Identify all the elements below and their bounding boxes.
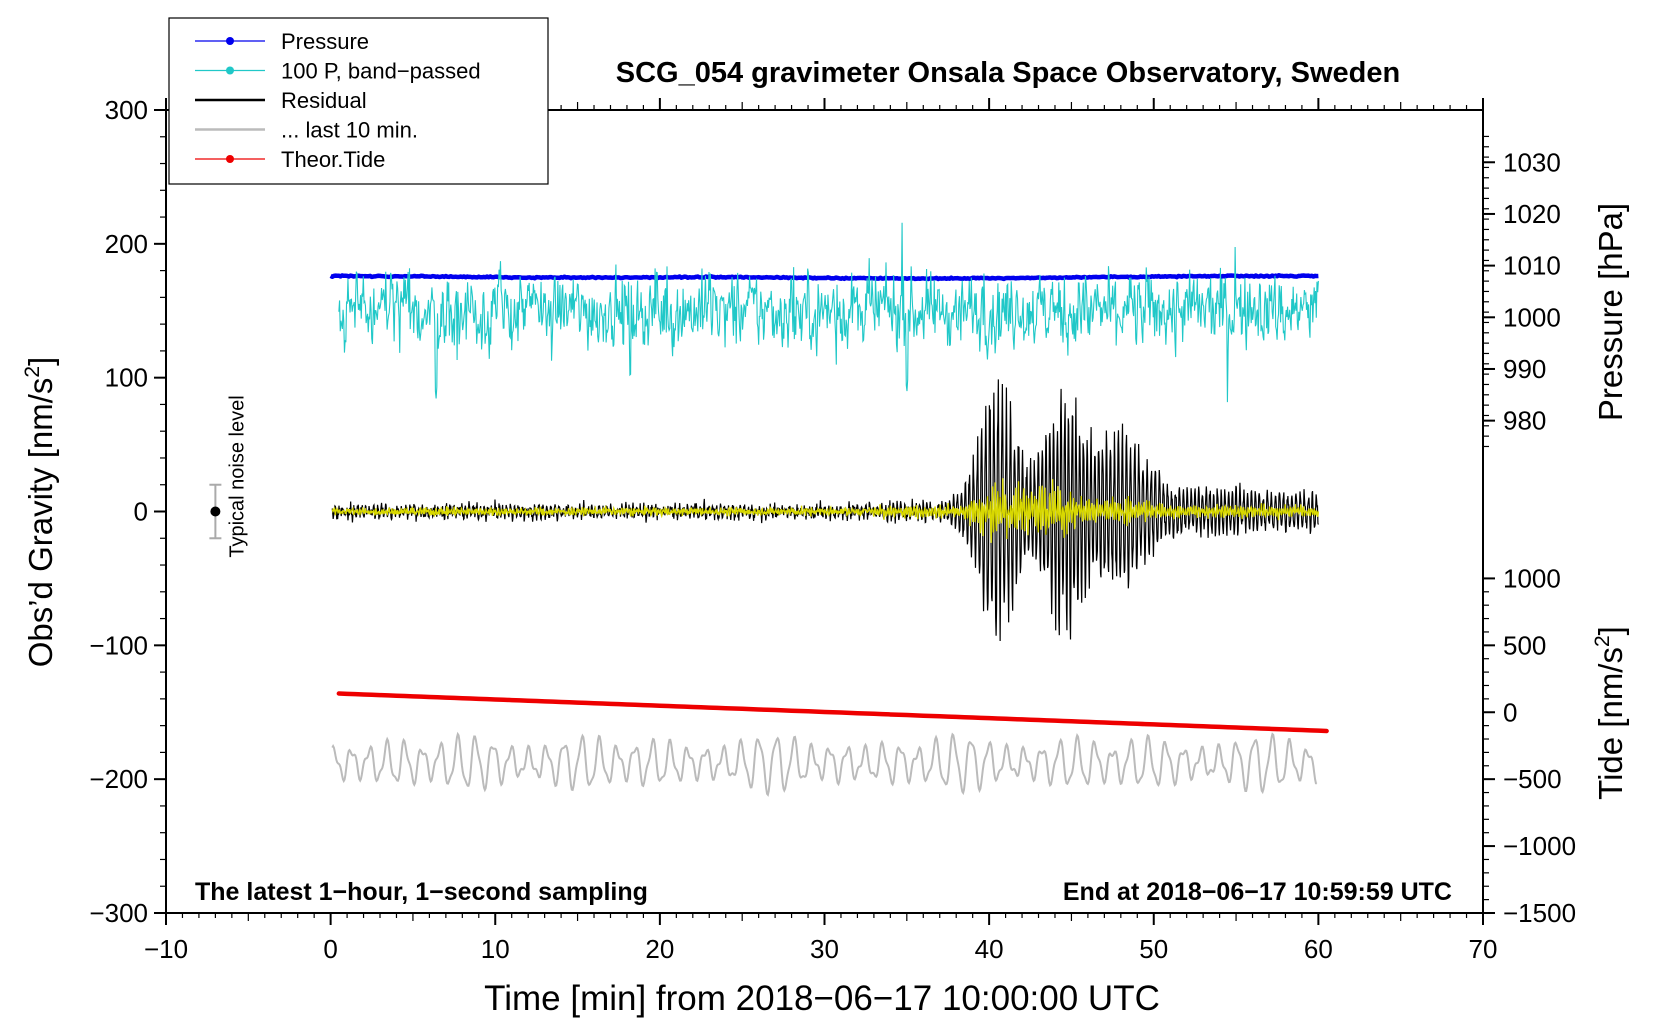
x-tick-label: −10 bbox=[144, 934, 188, 964]
legend-label-residual: Residual bbox=[281, 88, 367, 113]
tide-tick-label: 1000 bbox=[1503, 563, 1561, 593]
highpass-gravity-line bbox=[331, 478, 1320, 543]
footer-end-time: End at 2018−06−17 10:59:59 UTC bbox=[1063, 878, 1452, 906]
tide-tick-label: −1500 bbox=[1503, 898, 1576, 928]
y-tick-label: 100 bbox=[105, 363, 148, 393]
tide-tick-label: 500 bbox=[1503, 630, 1546, 660]
series-layer bbox=[329, 222, 1329, 797]
legend-label-bandpassed: 100 P, band−passed bbox=[281, 59, 481, 84]
y-tick-label: 200 bbox=[105, 229, 148, 259]
y-tick-label: −300 bbox=[89, 898, 148, 928]
x-tick-label: 60 bbox=[1304, 934, 1333, 964]
y-axis-label-pressure: Pressure [hPa] bbox=[1592, 203, 1629, 421]
y-tick-label: 300 bbox=[105, 95, 148, 125]
last10min-line bbox=[331, 731, 1318, 797]
y-axis-label-tide-sup: 2 bbox=[1591, 635, 1614, 647]
pressure-tick-label: 990 bbox=[1503, 354, 1546, 384]
tide-tick-label: −500 bbox=[1503, 764, 1562, 794]
noise-level-indicator bbox=[209, 483, 222, 540]
y-axis-label-tide-text: Tide [nm/s bbox=[1592, 647, 1629, 800]
y-tick-label: 0 bbox=[134, 497, 148, 527]
pressure-tick-label: 1000 bbox=[1503, 302, 1561, 332]
x-tick-label: 70 bbox=[1469, 934, 1498, 964]
tide-tick-label: −1000 bbox=[1503, 831, 1576, 861]
y-axis-label-gravity: Obs’d Gravity [nm/s2] bbox=[21, 357, 59, 668]
pressure-series-line bbox=[329, 272, 1319, 282]
x-tick-label: 50 bbox=[1139, 934, 1168, 964]
bandpassed-pressure-line bbox=[338, 222, 1319, 403]
legend-marker-pressure bbox=[226, 37, 234, 45]
x-tick-label: 40 bbox=[975, 934, 1004, 964]
x-tick-label: 0 bbox=[323, 934, 337, 964]
x-tick-label: 30 bbox=[810, 934, 839, 964]
legend: Pressure 100 P, band−passed Residual ... la… bbox=[168, 17, 549, 185]
y-tick-label: −100 bbox=[89, 630, 148, 660]
y-axis-label-tide-end: ] bbox=[1592, 626, 1629, 635]
tide-tick-label: 0 bbox=[1503, 697, 1517, 727]
y-axis-label-tide: Tide [nm/s2] bbox=[1591, 626, 1629, 800]
y-axis-label-gravity-text: Obs’d Gravity [nm/s bbox=[22, 378, 59, 668]
noise-bar-dot bbox=[210, 506, 221, 517]
legend-marker-tide bbox=[226, 155, 234, 163]
footer-sampling-note: The latest 1−hour, 1−second sampling bbox=[195, 878, 648, 906]
x-tick-label: 20 bbox=[645, 934, 674, 964]
noise-level-label: Typical noise level bbox=[226, 395, 248, 557]
legend-label-tide: Theor.Tide bbox=[281, 147, 385, 172]
pressure-tick-label: 1010 bbox=[1503, 251, 1561, 281]
y-axis-label-gravity-end: ] bbox=[22, 357, 59, 366]
x-axis-label: Time [min] from 2018−06−17 10:00:00 UTC bbox=[484, 979, 1160, 1018]
theoretical-tide-line bbox=[336, 691, 1329, 734]
legend-label-pressure: Pressure bbox=[281, 29, 369, 54]
legend-label-last10: ... last 10 min. bbox=[281, 118, 418, 143]
chart-title: SCG_054 gravimeter Onsala Space Observat… bbox=[616, 57, 1400, 89]
y-axis-label-gravity-sup: 2 bbox=[21, 366, 44, 378]
pressure-tick-label: 1020 bbox=[1503, 199, 1561, 229]
pressure-tick-label: 980 bbox=[1503, 406, 1546, 436]
axis-layer: −10 0 10 20 30 40 50 60 703002001000−100−200−300… bbox=[89, 95, 1576, 964]
x-tick-label: 10 bbox=[481, 934, 510, 964]
legend-marker-bandpassed bbox=[226, 66, 234, 75]
pressure-tick-label: 1030 bbox=[1503, 147, 1561, 177]
y-tick-label: −200 bbox=[89, 764, 148, 794]
